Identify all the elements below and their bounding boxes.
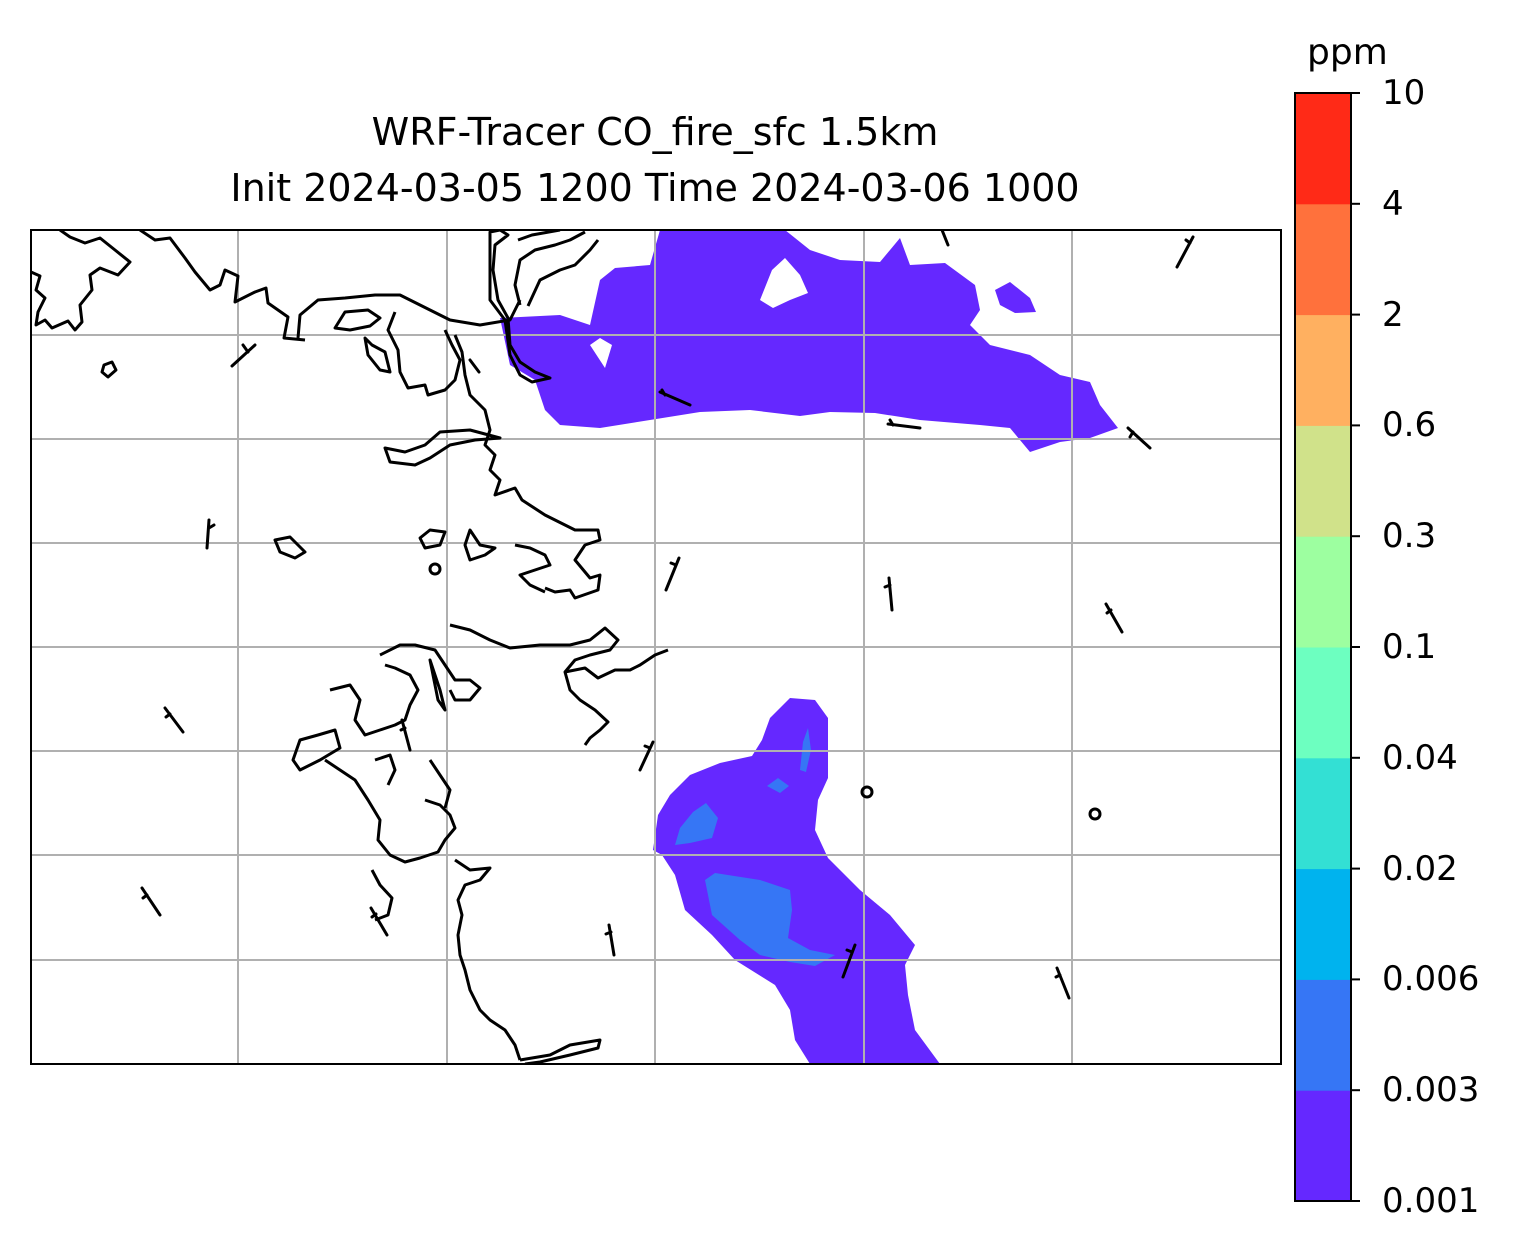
map-area [31,230,1281,1064]
colorbar-tick-label: 0.003 [1382,1070,1480,1111]
colorbar-segment [1295,425,1351,537]
colorbar-segment [1295,979,1351,1091]
colorbar-segment [1295,647,1351,759]
colorbar-tick-label: 0.6 [1382,405,1437,446]
gridlines [31,230,1281,1064]
colorbar-tick-label: 0.02 [1382,848,1458,889]
colorbar-tick-label: 0.001 [1382,1181,1480,1221]
colorbar-tick-label: 0.1 [1382,627,1437,667]
colorbar-tick-label: 2 [1382,294,1404,335]
island-marker [860,785,874,799]
colorbar-tick-label: 10 [1382,73,1426,113]
island-marker [1088,807,1102,821]
title-line-2: Init 2024-03-05 1200 Time 2024-03-06 100… [230,166,1080,210]
plume-hole [760,258,808,308]
colorbar-segment [1295,868,1351,980]
island-marker [428,562,442,576]
colorbar-segment [1295,536,1351,648]
wind-barbs [140,230,1195,1000]
map-frame [30,229,1282,1065]
plume-core [767,778,789,793]
colorbar-segment [1295,757,1351,870]
colorbar-segment [1295,93,1351,205]
plume-hole [590,338,612,368]
plume-core [675,803,718,845]
colorbar-tick-label: 0.04 [1382,737,1458,778]
colorbar-segment [1295,1090,1351,1202]
co-plume-north [500,230,1118,452]
co-plume-south [653,698,940,1064]
colorbar-segment [1295,314,1351,426]
colorbar-unit-label: ppm [1307,32,1388,73]
colorbar-segment [1295,203,1351,316]
colorbar-tick-label: 4 [1382,183,1404,224]
coastline [31,230,669,1064]
colorbar-tick-label: 0.006 [1382,959,1480,1000]
title-line-1: WRF-Tracer CO_fire_sfc 1.5km [371,110,939,154]
plume-patch [995,282,1036,313]
colorbar [1294,92,1360,1202]
plume-core [705,873,835,966]
colorbar-tick-label: 0.3 [1382,516,1437,557]
